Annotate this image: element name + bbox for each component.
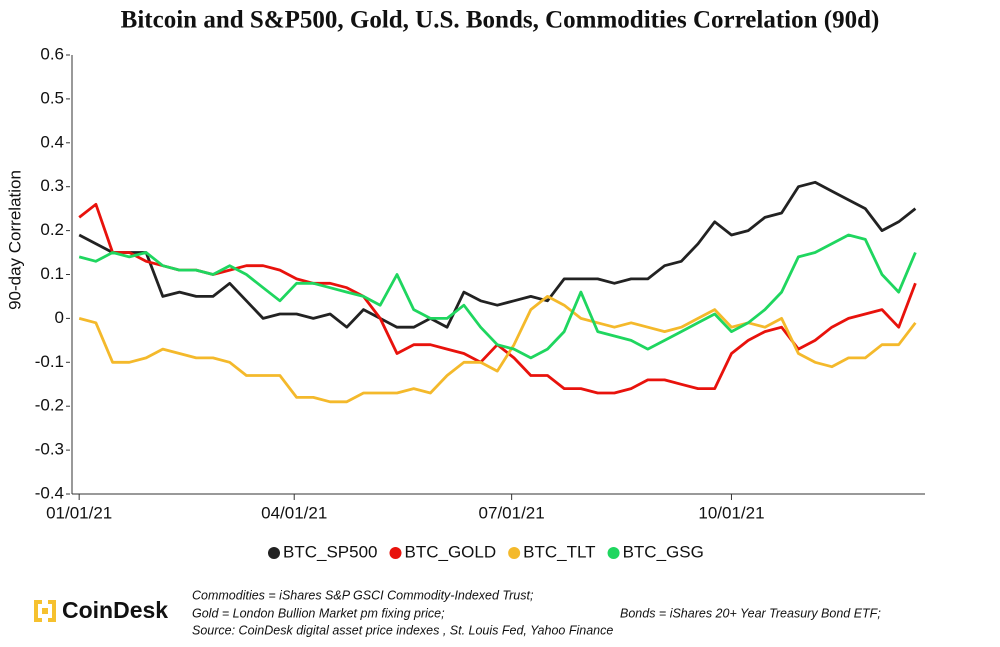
series-line — [78, 180, 917, 329]
x-tick-label: 04/01/21 — [261, 503, 327, 522]
y-tick-label: 0.5 — [40, 88, 64, 107]
chart-title: Bitcoin and S&P500, Gold, U.S. Bonds, Co… — [121, 7, 880, 34]
y-tick-label: 0 — [55, 308, 64, 327]
legend-marker — [508, 547, 521, 559]
y-tick-label: 0.6 — [40, 44, 64, 63]
y-tick-label: 0.4 — [40, 132, 64, 151]
footnote: Bonds = iShares 20+ Year Treasury Bond E… — [620, 606, 881, 620]
y-tick-label: 0.3 — [40, 176, 64, 195]
y-axis-label: 90-day Correlation — [5, 170, 24, 310]
series-line — [78, 295, 917, 404]
y-tick-label: 0.1 — [40, 264, 64, 283]
y-tick-label: -0.4 — [35, 483, 64, 502]
y-tick-label: 0.2 — [40, 220, 64, 239]
legend-label: BTC_GOLD — [405, 542, 497, 561]
footnote: Commodities = iShares S&P GSCI Commodity… — [192, 588, 534, 602]
x-tick-label: 07/01/21 — [479, 503, 545, 522]
series-line — [78, 233, 917, 360]
footnote: Gold = London Bullion Market pm fixing p… — [192, 606, 445, 620]
y-tick-label: -0.3 — [35, 440, 64, 459]
logo-icon — [34, 600, 56, 622]
x-tick-label: 10/01/21 — [698, 503, 764, 522]
logo-text: CoinDesk — [62, 597, 168, 623]
legend-marker — [268, 547, 280, 559]
legend-label: BTC_SP500 — [283, 542, 378, 561]
x-tick-label: 01/01/21 — [46, 503, 112, 522]
legend-label: BTC_TLT — [523, 542, 595, 561]
legend-label: BTC_GSG — [623, 542, 704, 561]
y-tick-label: -0.1 — [35, 352, 64, 371]
footnote: Source: CoinDesk digital asset price ind… — [192, 623, 613, 637]
legend-marker — [607, 547, 620, 559]
series-line — [78, 202, 917, 395]
legend-marker — [389, 547, 402, 559]
y-tick-label: -0.2 — [35, 396, 64, 415]
